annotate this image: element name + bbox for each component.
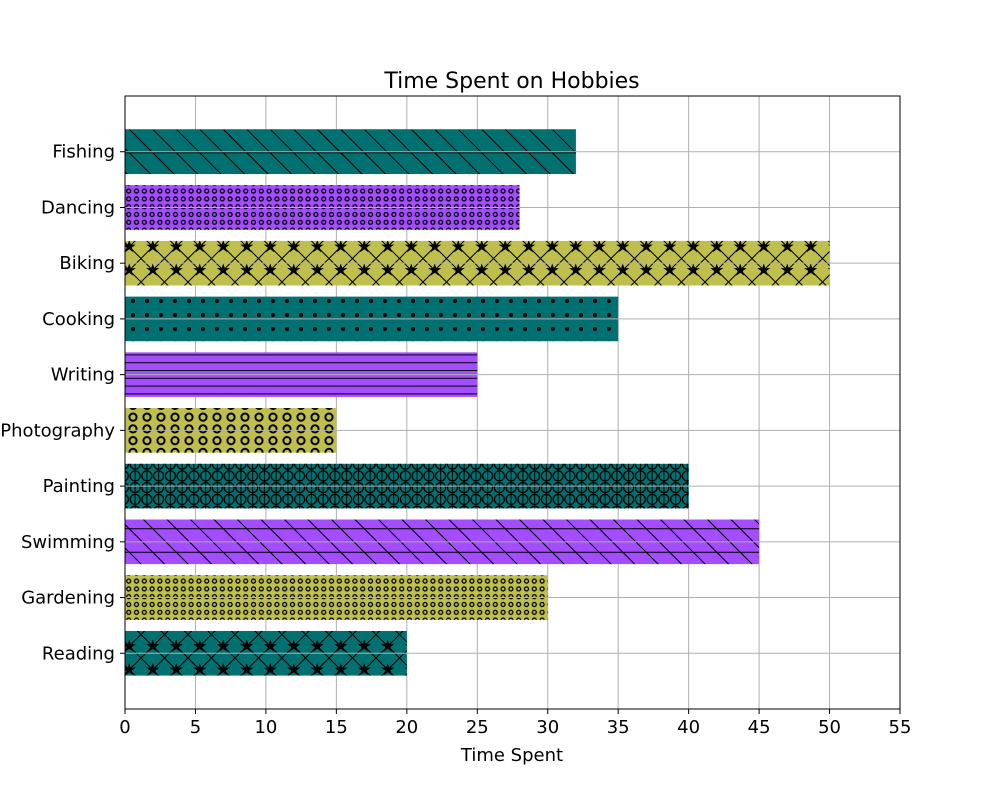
chart-title: Time Spent on Hobbies xyxy=(383,69,639,94)
x-tick-label: 55 xyxy=(889,717,912,738)
x-tick-label: 30 xyxy=(536,717,559,738)
y-tick-label: Cooking xyxy=(42,309,115,330)
x-tick-label: 15 xyxy=(325,717,348,738)
x-tick-label: 20 xyxy=(395,717,418,738)
x-tick-label: 25 xyxy=(466,717,489,738)
x-tick-label: 10 xyxy=(254,717,277,738)
x-tick-label: 50 xyxy=(818,717,841,738)
y-axis: Reading Gardening Swimming Painting Photogra… xyxy=(0,142,125,664)
x-axis: 0 5 10 15 20 25 30 35 40 45 50 55 xyxy=(119,709,911,738)
plot-area xyxy=(124,95,901,710)
x-tick-label: 35 xyxy=(607,717,630,738)
y-tick-label: Swimming xyxy=(21,532,115,553)
y-tick-label: Biking xyxy=(59,253,115,274)
x-tick-label: 5 xyxy=(190,717,201,738)
x-tick-label: 0 xyxy=(119,717,130,738)
y-tick-label: Writing xyxy=(51,365,115,386)
x-tick-label: 45 xyxy=(748,717,771,738)
y-tick-label: Reading xyxy=(42,643,115,664)
y-tick-label: Fishing xyxy=(52,142,115,163)
x-tick-label: 40 xyxy=(677,717,700,738)
y-tick-label: Dancing xyxy=(41,197,115,218)
y-tick-label: Photography xyxy=(0,420,115,441)
horizontal-grid xyxy=(125,151,900,654)
y-tick-label: Painting xyxy=(43,476,115,497)
x-axis-label: Time Spent xyxy=(460,745,563,766)
y-tick-label: Gardening xyxy=(21,588,115,609)
